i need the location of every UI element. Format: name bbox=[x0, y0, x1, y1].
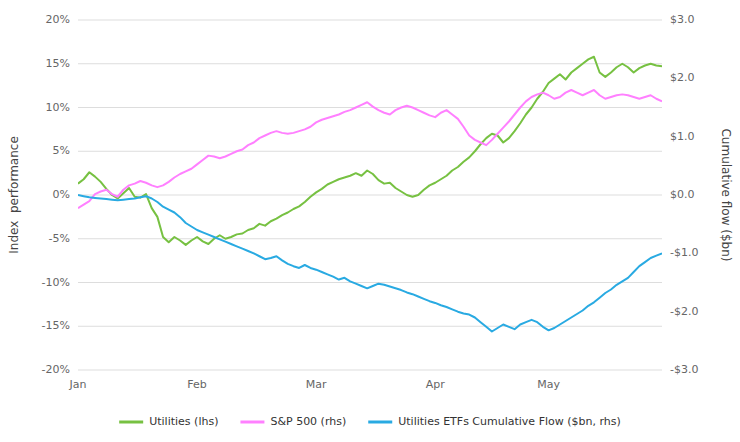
y-tick-label: -20% bbox=[42, 363, 70, 376]
background bbox=[0, 0, 740, 442]
y2-tick-label: -$1.0 bbox=[670, 246, 698, 259]
legend-item: Utilities (lhs) bbox=[119, 415, 218, 428]
x-tick-label: Mar bbox=[306, 378, 327, 391]
grid bbox=[78, 20, 662, 370]
y2-tick-label: -$3.0 bbox=[670, 363, 698, 376]
y-tick-label: 15% bbox=[46, 57, 70, 70]
x-tick-label: May bbox=[537, 378, 560, 391]
y-tick-label: -10% bbox=[42, 276, 70, 289]
y2-axis-label: Cumulative flow ($bn) bbox=[719, 128, 733, 261]
axes: -20% -15% -10% -5% 0% 5% 10% 15% 20% -$3.0 -$2.0 -$… bbox=[7, 13, 733, 391]
grid-line bbox=[78, 63, 662, 64]
y-axis-label: Index performance bbox=[7, 136, 21, 254]
plot-area bbox=[78, 57, 662, 332]
legend-swatch bbox=[240, 421, 264, 424]
y-tick-label: -15% bbox=[42, 319, 70, 332]
y2-tick-label: $2.0 bbox=[670, 71, 695, 84]
y-tick-label: 10% bbox=[46, 101, 70, 114]
x-tick-label: Feb bbox=[187, 378, 206, 391]
grid-line bbox=[78, 107, 662, 108]
y-tick-label: 20% bbox=[46, 13, 70, 26]
y2-tick-label: $3.0 bbox=[670, 13, 695, 26]
series-line bbox=[78, 195, 662, 332]
y2-tick-label: $1.0 bbox=[670, 130, 695, 143]
legend-label: Utilities ETFs Cumulative Flow ($bn, rhs… bbox=[398, 415, 621, 428]
y-tick-label: 0% bbox=[53, 188, 70, 201]
grid-line bbox=[78, 282, 662, 283]
legend: Utilities (lhs) S&P 500 (rhs) Utilities ET… bbox=[119, 415, 621, 428]
legend-label: Utilities (lhs) bbox=[149, 415, 218, 428]
legend-swatch bbox=[368, 421, 392, 424]
grid-line bbox=[78, 20, 662, 21]
x-tick-label: Jan bbox=[69, 378, 87, 391]
series-line bbox=[78, 90, 662, 208]
series-line bbox=[78, 57, 662, 245]
y2-tick-label: -$2.0 bbox=[670, 305, 698, 318]
legend-swatch bbox=[119, 421, 143, 424]
y2-tick-label: $0.0 bbox=[670, 188, 695, 201]
chart: -20% -15% -10% -5% 0% 5% 10% 15% 20% -$3.0 -$2.0 -$… bbox=[0, 0, 740, 442]
y-tick-label: -5% bbox=[49, 232, 70, 245]
grid-line bbox=[78, 151, 662, 152]
legend-label: S&P 500 (rhs) bbox=[270, 415, 346, 428]
legend-item: Utilities ETFs Cumulative Flow ($bn, rhs… bbox=[368, 415, 621, 428]
legend-item: S&P 500 (rhs) bbox=[240, 415, 346, 428]
grid-line bbox=[78, 195, 662, 196]
grid-line bbox=[78, 370, 662, 371]
grid-line bbox=[78, 326, 662, 327]
x-tick-label: Apr bbox=[426, 378, 446, 391]
y-tick-label: 5% bbox=[53, 144, 70, 157]
